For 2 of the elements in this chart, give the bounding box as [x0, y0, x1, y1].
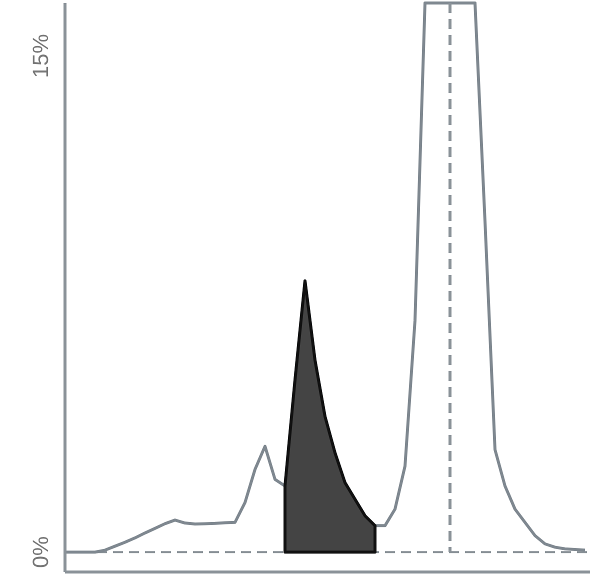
- y-tick-label: 15%: [28, 34, 53, 78]
- y-tick-label: 0%: [28, 536, 53, 568]
